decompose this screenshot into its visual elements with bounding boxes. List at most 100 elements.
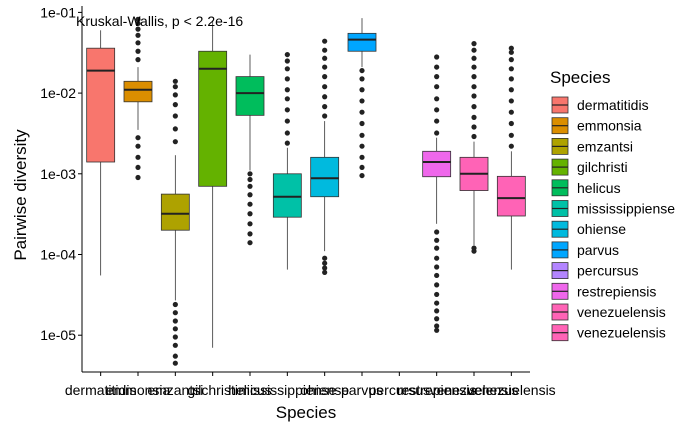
y-axis-ticks: 1e-05 1e-04 1e-03 1e-02 1e-01 [40, 4, 82, 343]
outlier-point [135, 20, 141, 27]
box-helicus [235, 54, 265, 246]
outlier-point [508, 57, 514, 63]
outlier-point [508, 76, 514, 82]
iqr-box [86, 47, 116, 163]
iqr-box [235, 76, 265, 116]
outlier-point [471, 41, 477, 47]
legend-item-mississippiense: mississippiense [551, 200, 675, 217]
outlier-point [247, 183, 253, 189]
box-emmonsia [123, 16, 153, 181]
outlier-point [359, 76, 365, 82]
outlier-point [172, 102, 178, 108]
legend-label: gilchristi [577, 159, 628, 175]
outlier-point [434, 264, 440, 270]
box-venezuelensis [459, 41, 489, 254]
iqr-box [422, 150, 452, 178]
outlier-point [508, 49, 514, 55]
outlier-point [247, 211, 253, 217]
outlier-point [434, 64, 440, 70]
legend-label: dermatitidis [577, 97, 649, 113]
outlier-point [434, 272, 440, 279]
outlier-point [434, 282, 440, 288]
outlier-point [322, 104, 328, 110]
outlier-point [172, 113, 178, 119]
outlier-point [359, 109, 365, 115]
outlier-point [322, 255, 328, 261]
legend-item-gilchristi: gilchristi [551, 158, 628, 176]
outlier-point [359, 143, 365, 149]
outlier-point [508, 120, 514, 127]
outlier-point [434, 291, 440, 298]
outlier-point [471, 64, 477, 70]
box-emzantsi [160, 78, 190, 366]
legend-label: ohiense [577, 221, 626, 237]
outlier-point [434, 84, 440, 90]
outlier-point [471, 114, 477, 120]
box-layer [86, 16, 526, 366]
iqr-box [123, 80, 153, 103]
legend-label: percursus [577, 263, 638, 279]
outlier-point [284, 87, 290, 93]
outlier-point [434, 316, 440, 322]
outlier-point [322, 47, 328, 53]
outlier-point [322, 265, 328, 271]
iqr-box [198, 50, 228, 187]
outlier-point [471, 84, 477, 90]
outlier-point [434, 237, 440, 243]
outlier-point [247, 176, 253, 183]
outlier-point [471, 55, 477, 61]
outlier-point [284, 118, 290, 124]
outlier-point [359, 172, 365, 179]
box-venezuelensis [496, 45, 526, 270]
outlier-point [359, 164, 365, 171]
y-tick-label: 1e-04 [40, 247, 76, 263]
legend-label: venezuelensis [577, 325, 666, 341]
iqr-box [160, 193, 190, 231]
outlier-point [434, 229, 440, 235]
legend-item-emmonsia: emmonsia [551, 117, 642, 135]
outlier-point [135, 40, 141, 46]
outlier-point [322, 94, 328, 100]
outlier-point [172, 310, 178, 316]
box-parvus [347, 18, 377, 179]
outlier-point [135, 174, 141, 181]
legend-label: helicus [577, 180, 621, 196]
outlier-point [434, 327, 440, 333]
outlier-point [135, 135, 141, 141]
iqr-box [310, 156, 340, 198]
outlier-point [247, 231, 253, 237]
legend-item-restrepiensis: restrepiensis [551, 282, 656, 300]
legend: dermatitidis emmonsia emzantsi gilchristi he… [551, 96, 675, 342]
outlier-point [172, 342, 178, 348]
x-tick-label: emmonsia [106, 382, 171, 398]
outlier-point [359, 67, 365, 74]
x-tick-label: ohiense [300, 382, 349, 398]
outlier-point [172, 139, 178, 145]
outlier-point [471, 104, 477, 110]
x-tick-label: restrepiensis [397, 382, 476, 398]
box-restrepiensis [422, 54, 452, 333]
x-tick-label: mississippiense [238, 382, 336, 398]
outlier-point [284, 58, 290, 64]
outlier-point [172, 84, 178, 90]
outlier-point [471, 74, 477, 80]
outlier-point [359, 154, 365, 160]
outlier-point [247, 171, 253, 177]
box-dermatitidis [86, 30, 116, 276]
outlier-point [322, 269, 328, 276]
outlier-point [434, 323, 440, 329]
outlier-point [172, 92, 178, 98]
legend-item-venezuelensis: venezuelensis [551, 324, 666, 342]
outlier-point [284, 66, 290, 72]
outlier-point [135, 32, 141, 38]
outlier-point [508, 66, 514, 72]
outlier-point [434, 74, 440, 80]
iqr-box [496, 175, 526, 217]
outlier-point [284, 140, 290, 146]
x-axis-ticks: dermatitidisemmonsiaemzantsigilchristihe… [65, 372, 556, 398]
legend-item-ohiense: ohiense [551, 220, 626, 238]
x-tick-label: emzantsi [147, 382, 203, 398]
legend-label: venezuelensis [577, 304, 666, 320]
outlier-point [359, 132, 365, 138]
